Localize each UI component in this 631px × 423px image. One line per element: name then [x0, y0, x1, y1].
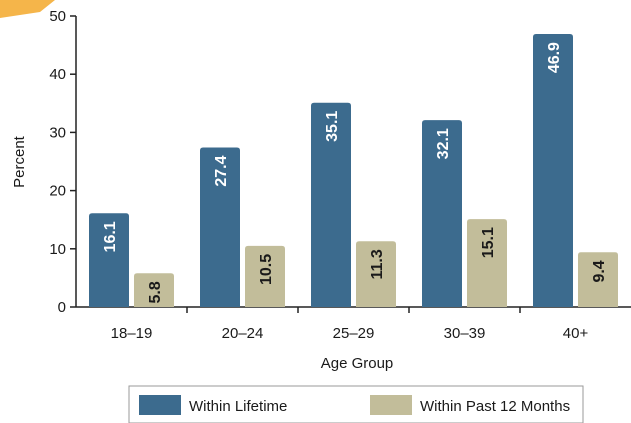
- bar-label-past-12-months-1: 10.5: [258, 254, 275, 285]
- bar-past-12-months-1: [245, 245, 285, 307]
- y-tick-label-10: 10: [49, 241, 66, 258]
- bar-lifetime-0: [89, 213, 129, 307]
- bar-past-12-months-3: [467, 219, 507, 307]
- bar-label-past-12-months-0: 5.8: [147, 281, 164, 303]
- legend-swatch-1: [370, 395, 412, 415]
- bar-label-past-12-months-3: 15.1: [480, 227, 497, 258]
- legend-label-0: Within Lifetime: [189, 398, 287, 415]
- x-tick-label-1: 20–24: [222, 325, 264, 342]
- bar-label-lifetime-0: 16.1: [102, 221, 119, 252]
- x-tick-label-2: 25–29: [333, 325, 375, 342]
- bar-past-12-months-4: [578, 252, 618, 307]
- bar-label-lifetime-2: 35.1: [324, 111, 341, 142]
- y-tick-label-40: 40: [49, 66, 66, 83]
- y-tick-label-50: 50: [49, 8, 66, 25]
- bar-past-12-months-0: [134, 273, 174, 307]
- y-axis-title: Percent: [11, 135, 28, 188]
- legend-swatch-0: [139, 395, 181, 415]
- bar-lifetime-3: [422, 120, 462, 307]
- bar-past-12-months-2: [356, 241, 396, 307]
- x-tick-label-0: 18–19: [111, 325, 153, 342]
- y-tick-label-20: 20: [49, 183, 66, 200]
- plot-area: 0 10 20 30 40 50 18–19 16.1 5.8 20–24 27.4 10.5 25–2…: [49, 8, 631, 342]
- bar-lifetime-4: [533, 34, 573, 308]
- legend-label-1: Within Past 12 Months: [420, 398, 570, 415]
- bar-label-lifetime-4: 46.9: [546, 42, 563, 73]
- bar-lifetime-2: [311, 102, 351, 307]
- y-tick-label-30: 30: [49, 124, 66, 141]
- corner-decoration: [0, 0, 55, 18]
- x-axis-title: Age Group: [321, 355, 394, 372]
- x-tick-label-4: 40+: [563, 325, 589, 342]
- bar-label-past-12-months-4: 9.4: [591, 260, 608, 282]
- legend-box: [128, 385, 584, 423]
- x-tick-label-3: 30–39: [444, 325, 486, 342]
- bar-lifetime-1: [200, 147, 240, 307]
- bar-label-lifetime-1: 27.4: [213, 155, 230, 186]
- bar-label-past-12-months-2: 11.3: [369, 249, 386, 279]
- bar-label-lifetime-3: 32.1: [435, 128, 452, 159]
- y-tick-label-0: 0: [58, 299, 66, 316]
- legend: Within Lifetime Within Past 12 Months: [128, 385, 584, 423]
